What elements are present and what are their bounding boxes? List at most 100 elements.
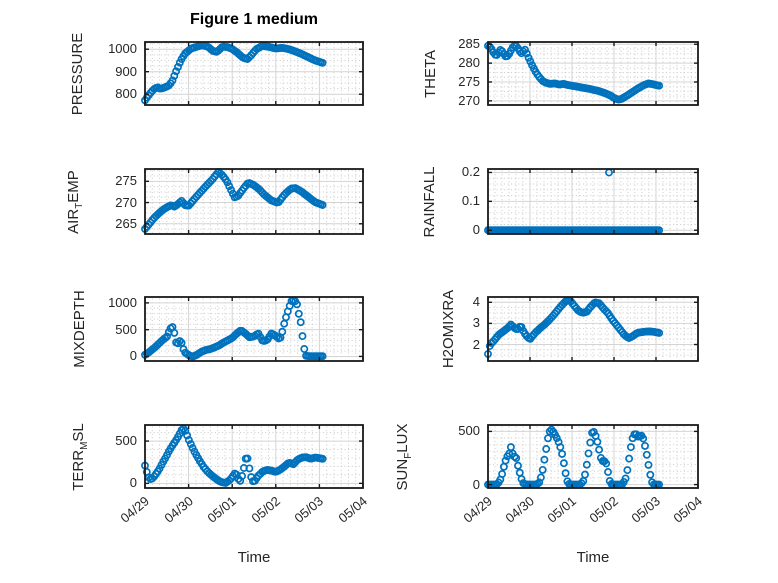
minor-grid (489, 298, 697, 360)
plot-area-pressure (141, 41, 364, 106)
plot-area-mixdepth (141, 296, 364, 362)
axis-ticks (144, 425, 364, 488)
axis-ticks (487, 297, 699, 361)
y-axis-label-text: SL (70, 422, 87, 442)
y-axis-label-terr_m_sl: TERRMSL (70, 422, 93, 491)
axis-ticks (144, 169, 364, 234)
y-axis-label-sun_flux: SUNFLUX (394, 423, 417, 490)
y-tick-label: 1000 (108, 294, 137, 310)
plot-area-sun_flux (484, 424, 699, 489)
y-tick-label: 2 (472, 336, 480, 352)
y-tick-label: 500 (115, 433, 137, 449)
y-tick-label: 0.2 (461, 164, 480, 180)
y-axis-label-text: SUN (394, 458, 411, 490)
major-grid (145, 297, 363, 361)
x-tick-label: 04/30 (161, 493, 196, 526)
y-tick-label: 500 (115, 321, 137, 337)
axis-ticks (487, 425, 699, 488)
y-tick-label: 285 (458, 36, 480, 52)
data-series-terr_m_sl (141, 424, 327, 487)
axes-box (487, 168, 699, 235)
y-axis-label-text: TERR (70, 449, 87, 491)
plot-area-h2omixra (484, 296, 699, 362)
major-grid (145, 42, 363, 105)
data-series-pressure (141, 41, 327, 105)
axis-ticks (144, 42, 364, 105)
y-tick-label: 0 (129, 348, 137, 364)
major-grid (488, 425, 698, 488)
axis-ticks (487, 169, 699, 234)
y-axis-label-subscript: F (403, 452, 414, 459)
y-tick-label: 1000 (108, 41, 137, 57)
y-tick-label: 0 (129, 475, 137, 491)
y-axis-label-air_temp: AIRTEMP (65, 169, 88, 234)
axes-box (144, 168, 364, 235)
axes-box (487, 296, 699, 362)
y-axis-label-subscript: M (79, 441, 90, 450)
axis-ticks (487, 42, 699, 105)
y-axis-label-text: EMP (65, 169, 82, 203)
figure-title: Figure 1 medium (189, 11, 319, 28)
minor-grid (146, 298, 362, 360)
y-axis-label-text: AIR (65, 208, 82, 234)
y-axis-label-rainfall: RAINFALL (421, 166, 438, 237)
y-tick-label: 0 (472, 222, 480, 238)
axes-box (144, 296, 364, 362)
x-tick-label: 05/02 (248, 493, 283, 526)
y-axis-label-theta: THETA (422, 49, 439, 98)
y-axis-label-text: THETA (422, 49, 439, 98)
y-axis-label-text: PRESSURE (69, 32, 86, 115)
minor-grid (489, 170, 697, 233)
minor-grid (146, 170, 362, 233)
y-axis-label-text: RAINFALL (421, 166, 438, 237)
y-axis-label-subscript: T (74, 202, 85, 209)
y-tick-label: 280 (458, 55, 480, 71)
y-tick-label: 0.1 (461, 193, 480, 209)
minor-grid (489, 426, 697, 487)
y-tick-label: 0 (472, 476, 480, 492)
y-axis-label-text: H2OMIXRA (440, 289, 457, 369)
axes-box (144, 424, 364, 489)
major-grid (488, 297, 698, 361)
data-series-rainfall (484, 168, 664, 235)
plot-area-theta (484, 41, 699, 106)
y-tick-label: 3 (472, 315, 480, 331)
data-series-air_temp (141, 168, 327, 233)
x-axis-label-left: Time (237, 549, 271, 566)
data-series-sun_flux (484, 425, 664, 489)
x-tick-label: 05/01 (544, 493, 579, 526)
plot-area-terr_m_sl (141, 424, 364, 489)
y-tick-label: 270 (458, 92, 480, 108)
axes-box (487, 41, 699, 106)
plot-area-rainfall (484, 168, 699, 235)
major-grid (488, 169, 698, 234)
x-tick-label: 05/01 (204, 493, 240, 526)
y-tick-label: 275 (115, 173, 137, 189)
y-axis-label-h2omixra: H2OMIXRA (440, 289, 457, 369)
x-tick-label: 05/04 (670, 493, 705, 526)
data-series-mixdepth (141, 296, 327, 361)
x-axis-label-right: Time (576, 549, 610, 566)
x-tick-label: 04/29 (117, 493, 152, 526)
y-axis-label-pressure: PRESSURE (69, 32, 86, 115)
y-tick-label: 500 (458, 423, 480, 439)
y-tick-label: 900 (115, 63, 137, 79)
y-tick-label: 265 (115, 215, 137, 231)
y-tick-label: 270 (115, 194, 137, 210)
x-tick-label: 05/02 (586, 493, 621, 526)
data-series-h2omixra (484, 296, 664, 358)
major-grid (145, 425, 363, 488)
x-tick-label: 04/29 (460, 493, 495, 526)
minor-grid (489, 43, 697, 104)
minor-grid (146, 426, 362, 487)
y-tick-label: 800 (115, 86, 137, 102)
plot-area-air_temp (141, 168, 364, 235)
x-tick-label: 04/30 (502, 493, 537, 526)
